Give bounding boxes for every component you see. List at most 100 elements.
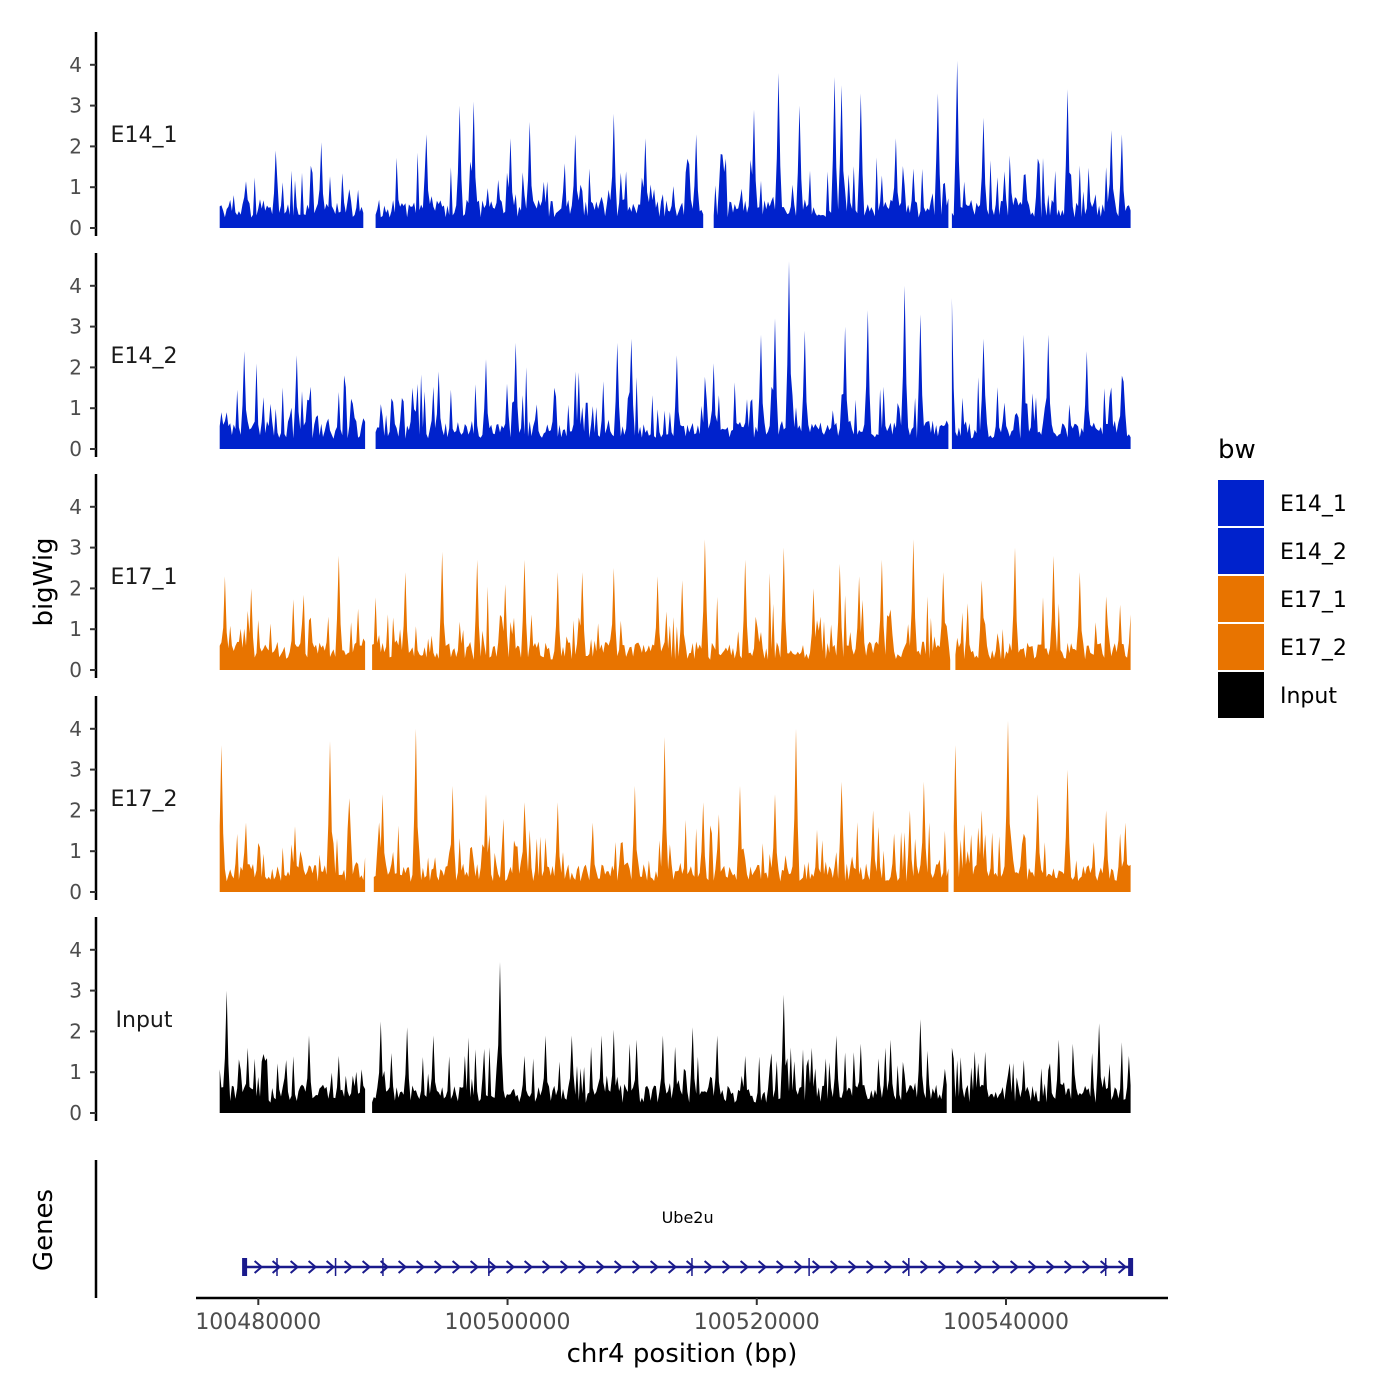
strand-arrow xyxy=(577,1260,588,1274)
y-tick-label: 0 xyxy=(69,658,82,682)
legend-label: Input xyxy=(1280,684,1337,709)
signal-area-E17_2 xyxy=(953,720,1131,892)
y-tick-label: 4 xyxy=(69,274,82,298)
track-Input: 0 1 2 3 4 Input xyxy=(69,917,1131,1125)
exon xyxy=(382,1258,384,1276)
y-tick-label: 1 xyxy=(69,617,82,641)
track-label: E17_1 xyxy=(111,565,178,590)
strand-arrow xyxy=(289,1260,300,1274)
y-tick-label: 2 xyxy=(69,355,82,379)
signal-tracks: 0 1 2 3 4 E14_1 0 1 2 3 4 E14_2 0 1 2 3 4 E17_1 0 1 2 3 4 E17_2… xyxy=(69,32,1131,1125)
strand-arrow xyxy=(541,1260,552,1274)
y-tick-label: 4 xyxy=(69,938,82,962)
strand-arrow xyxy=(595,1260,606,1274)
y-tick-label: 1 xyxy=(69,175,82,199)
legend-label: E14_2 xyxy=(1280,540,1347,565)
strand-arrow xyxy=(487,1260,498,1274)
signal-area-E14_1 xyxy=(713,73,949,228)
legend-swatch xyxy=(1218,576,1264,622)
strand-arrow xyxy=(847,1260,858,1274)
strand-arrow xyxy=(721,1260,732,1274)
strand-arrow xyxy=(559,1260,570,1274)
strand-arrow xyxy=(1009,1260,1020,1274)
track-E17_1: 0 1 2 3 4 E17_1 xyxy=(69,474,1131,682)
legend-label: E17_2 xyxy=(1280,636,1347,661)
y-tick-label: 2 xyxy=(69,134,82,158)
strand-arrow xyxy=(1063,1260,1074,1274)
y-axis-title: bigWig xyxy=(29,537,59,626)
strand-arrow xyxy=(1081,1260,1092,1274)
strand-arrow xyxy=(325,1260,336,1274)
strand-arrow xyxy=(901,1260,912,1274)
exon xyxy=(808,1258,810,1276)
strand-arrow xyxy=(1099,1260,1110,1274)
strand-arrow xyxy=(865,1260,876,1274)
strand-arrow xyxy=(613,1260,624,1274)
signal-area-Input xyxy=(219,990,366,1113)
exon xyxy=(242,1258,248,1276)
strand-arrow xyxy=(775,1260,786,1274)
signal-area-E14_1 xyxy=(219,142,364,228)
signal-area-E14_2 xyxy=(219,351,366,449)
exon xyxy=(1104,1258,1107,1276)
y-tick-label: 4 xyxy=(69,495,82,519)
y-tick-label: 1 xyxy=(69,396,82,420)
track-E17_2: 0 1 2 3 4 E17_2 xyxy=(69,696,1131,904)
y-tick-label: 2 xyxy=(69,1019,82,1043)
track-E14_1: 0 1 2 3 4 E14_1 xyxy=(69,32,1131,240)
strand-arrow xyxy=(271,1260,282,1274)
legend-title: bw xyxy=(1218,435,1256,465)
signal-area-E14_2 xyxy=(951,298,1131,449)
y-tick-label: 3 xyxy=(69,536,82,560)
strand-arrow xyxy=(667,1260,678,1274)
strand-arrow xyxy=(793,1260,804,1274)
y-tick-label: 2 xyxy=(69,798,82,822)
strand-arrow xyxy=(397,1260,408,1274)
strand-arrow xyxy=(1027,1260,1038,1274)
y-tick-label: 2 xyxy=(69,576,82,600)
x-tick-label: 100480000 xyxy=(195,1310,321,1335)
y-tick-label: 3 xyxy=(69,94,82,118)
x-tick-label: 100500000 xyxy=(445,1310,571,1335)
strand-arrow xyxy=(361,1260,372,1274)
y-tick-label: 4 xyxy=(69,717,82,741)
track-label: E14_2 xyxy=(111,344,178,369)
signal-area-Input xyxy=(372,962,947,1113)
legend-swatch xyxy=(1218,672,1264,718)
strand-arrow xyxy=(307,1260,318,1274)
y-tick-label: 1 xyxy=(69,1060,82,1084)
y-tick-label: 0 xyxy=(69,216,82,240)
strand-arrow xyxy=(757,1260,768,1274)
strand-arrow xyxy=(937,1260,948,1274)
track-label: E17_2 xyxy=(111,787,178,812)
gene-name-label: Ube2u xyxy=(662,1208,714,1227)
legend-swatch xyxy=(1218,528,1264,574)
exon xyxy=(488,1258,490,1276)
strand-arrow xyxy=(505,1260,516,1274)
x-tick-label: 100540000 xyxy=(943,1310,1069,1335)
y-tick-label: 3 xyxy=(69,979,82,1003)
strand-arrow xyxy=(811,1260,822,1274)
signal-area-E14_1 xyxy=(951,60,1131,229)
strand-arrow xyxy=(523,1260,534,1274)
exon xyxy=(276,1258,278,1276)
signal-area-E14_1 xyxy=(375,101,704,228)
x-axis: 100480000 100500000 100520000 100540000 xyxy=(195,1296,1168,1335)
strand-arrow xyxy=(469,1260,480,1274)
track-label: Input xyxy=(116,1008,173,1033)
x-tick-label: 100520000 xyxy=(694,1310,820,1335)
exon xyxy=(1128,1258,1134,1276)
signal-area-E17_1 xyxy=(955,547,1131,670)
strand-arrow xyxy=(631,1260,642,1274)
y-tick-label: 0 xyxy=(69,437,82,461)
strand-arrow xyxy=(343,1260,354,1274)
strand-arrow xyxy=(1045,1260,1056,1274)
strand-arrow xyxy=(829,1260,840,1274)
legend-swatch xyxy=(1218,480,1264,526)
strand-arrow xyxy=(919,1260,930,1274)
strand-arrow xyxy=(991,1260,1002,1274)
genes-axis-title: Genes xyxy=(29,1189,59,1271)
strand-arrow xyxy=(739,1260,750,1274)
strand-arrow xyxy=(955,1260,966,1274)
strand-arrow xyxy=(253,1260,264,1274)
